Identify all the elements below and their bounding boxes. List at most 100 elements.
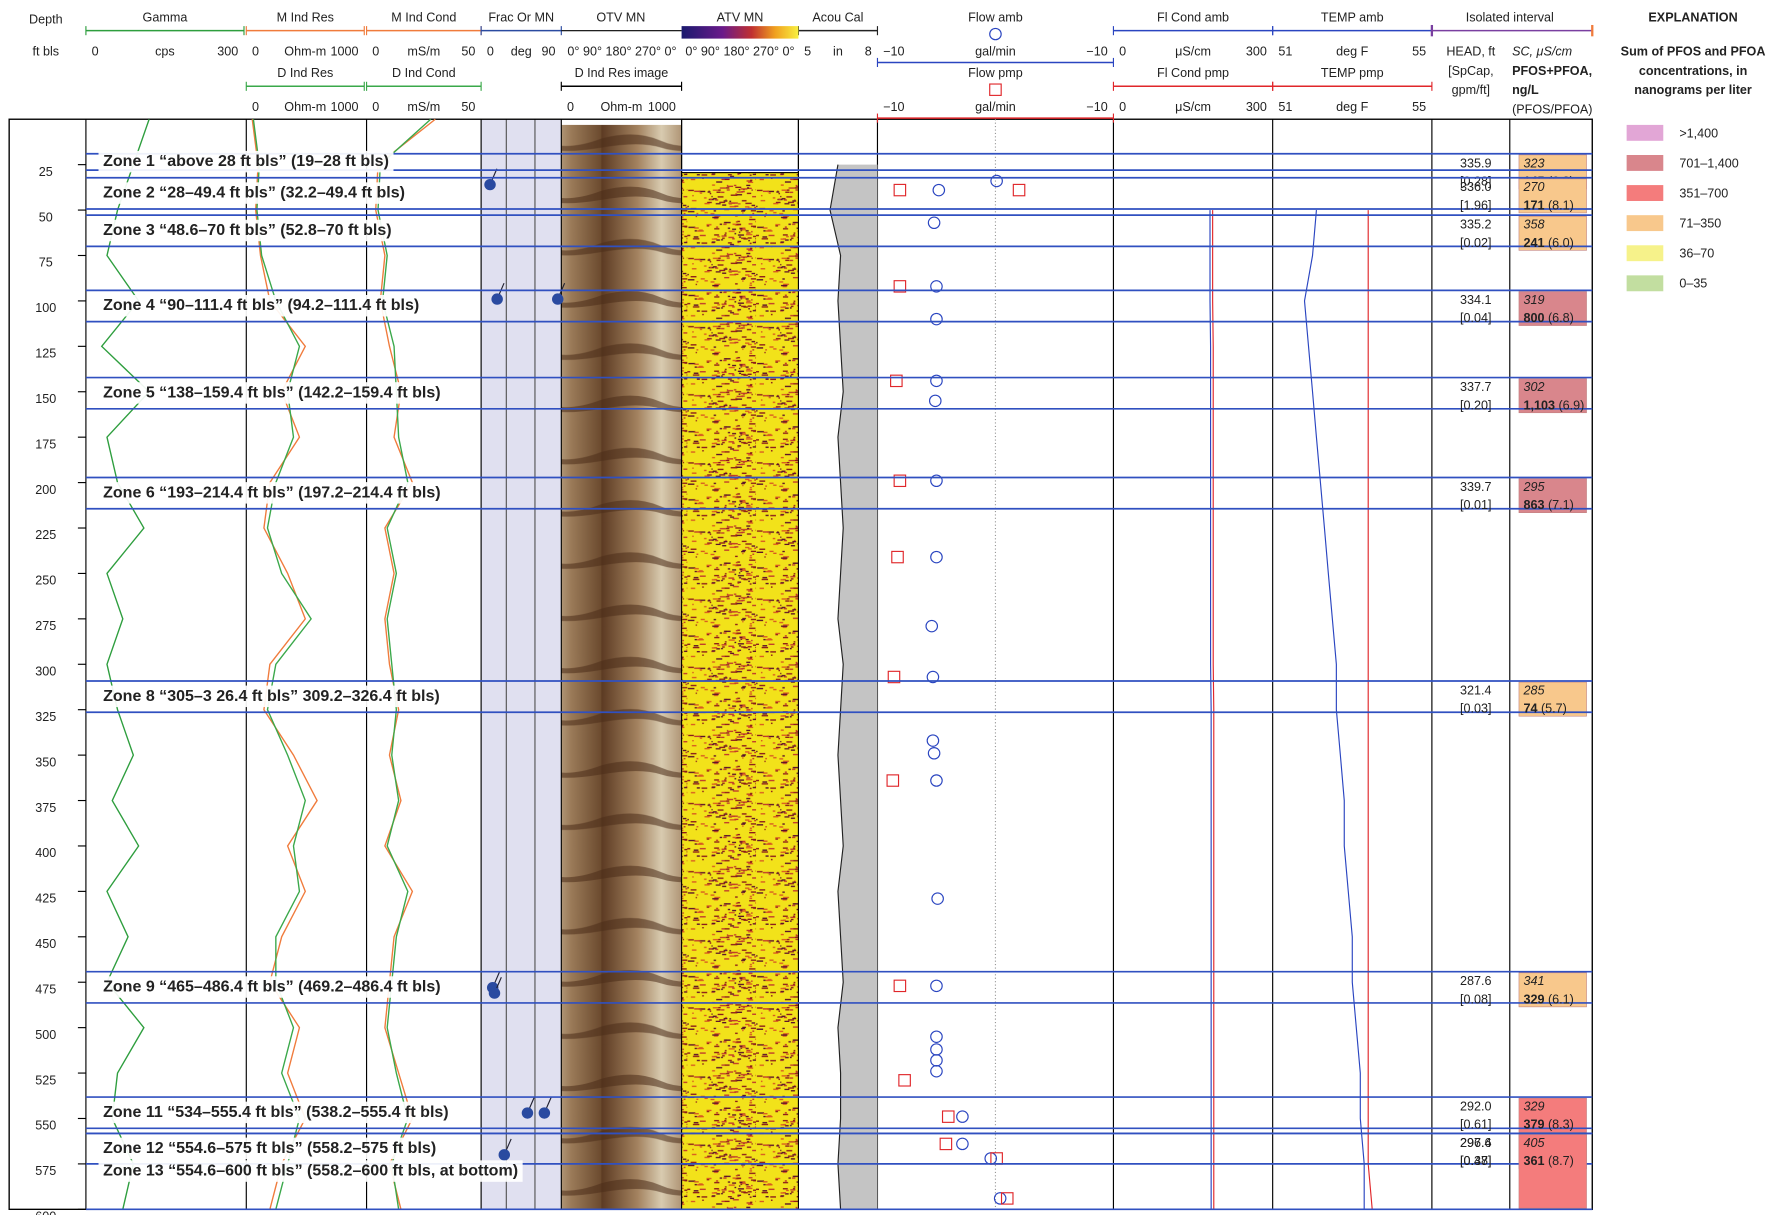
zone-label: Zone 11 “534–555.4 ft bls” (538.2–555.4 … <box>103 1104 449 1121</box>
legend-symbol <box>989 83 1002 96</box>
legend-title: EXPLANATION <box>1648 11 1737 25</box>
track-name: D Ind Res <box>277 66 333 80</box>
flow-ambient <box>930 474 943 488</box>
zone-label-bg <box>98 382 446 404</box>
interval-box <box>1518 478 1587 513</box>
sc: 302 <box>1524 380 1545 394</box>
depth-tick-label: 300 <box>35 665 56 679</box>
zone-label-bg <box>98 1101 454 1124</box>
head: 339.7 <box>1460 480 1492 494</box>
depth-tick-label: 225 <box>35 528 56 542</box>
scale-tick-label: 0 <box>1119 100 1126 114</box>
zone-label: Zone 3 “48.6–70 ft bls” (52.8–70 ft bls) <box>103 222 392 239</box>
scale-tick-label: 51 <box>1278 45 1292 59</box>
depth-tick-label: 600 <box>35 1210 56 1215</box>
otv-image <box>561 124 682 1210</box>
pfos-pfoa-sum: 1,103 <box>1524 398 1556 412</box>
track-name: Fl Cond amb <box>1157 11 1229 25</box>
track-name: Fl Cond pmp <box>1157 66 1229 80</box>
legend-swatch <box>1626 215 1664 232</box>
track-name: Gamma <box>143 11 188 25</box>
flow-pumped <box>1012 183 1026 197</box>
zone-label-bg <box>98 182 410 204</box>
zone-label-bg <box>98 1160 523 1182</box>
pfos-pfoa-ratio: (6.9) <box>1558 398 1584 412</box>
flow-ambient <box>928 394 942 408</box>
depth-tick-label: 100 <box>35 301 56 315</box>
flow-ambient <box>927 216 941 230</box>
frac-track-bg <box>481 119 562 1210</box>
scale-tick-label: 50 <box>461 45 475 59</box>
log-curve <box>829 164 844 1210</box>
scale-unit: in <box>833 45 843 59</box>
pfos-pfoa-sum: 171 <box>1524 198 1545 212</box>
legend-subtitle: concentrations, in <box>1639 64 1747 78</box>
depth-tick-label: 200 <box>35 483 56 497</box>
legend-label: 36–70 <box>1679 247 1714 261</box>
zone-label: Zone 12 “554.6–575 ft bls” (558.2–575 ft… <box>103 1140 436 1157</box>
scale-tick-label: 51 <box>1278 100 1292 114</box>
log-curve <box>1303 210 1365 1210</box>
depth-tick-label: 50 <box>39 210 53 224</box>
depth-tick-label: 75 <box>39 256 53 270</box>
spcap: [0.02] <box>1460 236 1491 250</box>
conc-header: (PFOS/PFOA) <box>1512 102 1592 116</box>
scale-tick-label: 1000 <box>331 100 359 114</box>
head: 335.2 <box>1460 218 1492 232</box>
sc: 319 <box>1524 293 1545 307</box>
pfos-pfoa-sum: 74 <box>1524 702 1538 716</box>
spcap: [0.48] <box>1460 1154 1491 1168</box>
zone-label-bg <box>98 1137 441 1160</box>
flow-ambient <box>956 1110 969 1123</box>
track-name: D Ind Res image <box>575 66 669 80</box>
scale-tick-label: 55 <box>1412 100 1426 114</box>
sc: 285 <box>1523 684 1545 698</box>
zone-label: Zone 1 “above 28 ft bls” (19–28 ft bls) <box>103 153 389 170</box>
scale-tick-label: 0 <box>567 100 574 114</box>
track-name: TEMP pmp <box>1321 66 1384 80</box>
depth-tick-label: 175 <box>35 437 56 451</box>
flow-ambient <box>956 1137 969 1151</box>
scale-unit: deg F <box>1336 100 1369 114</box>
flow-pumped <box>898 1074 911 1087</box>
flow-pumped <box>891 550 904 564</box>
scale-tick-label: 0 <box>1119 45 1126 59</box>
scale-tick-label: 5 <box>804 45 811 59</box>
track-name: ATV MN <box>717 11 764 25</box>
flow-pumped <box>939 1137 953 1151</box>
conc-header: ng/L <box>1512 83 1539 97</box>
head: 297.4 <box>1460 1136 1492 1150</box>
scale-unit: gal/min <box>975 100 1016 114</box>
scale-tick-label: 55 <box>1412 45 1426 59</box>
scale-unit: Ohm-m <box>600 100 642 114</box>
flow-ambient <box>930 1030 943 1043</box>
scale-tick-label: 300 <box>1246 100 1267 114</box>
log-curve <box>1209 210 1212 1210</box>
head: 336.0 <box>1460 180 1492 194</box>
scale-unit: deg F <box>1336 45 1369 59</box>
spcap: [0.03] <box>1460 702 1491 716</box>
scale-tick-label: 1000 <box>648 100 676 114</box>
legend-subtitle: nanograms per liter <box>1634 83 1752 97</box>
interval-box <box>1518 681 1587 717</box>
flow-pumped <box>893 183 907 197</box>
flow-ambient <box>926 734 940 747</box>
scale-unit: mS/m <box>407 100 440 114</box>
depth-tick-label: 450 <box>35 937 56 951</box>
legend-swatch <box>1626 245 1664 262</box>
legend-label: 0–35 <box>1679 277 1707 291</box>
interval-title: Isolated interval <box>1466 11 1554 25</box>
track-name: Frac Or MN <box>488 11 554 25</box>
flow-ambient <box>930 774 943 787</box>
atv-colorbar <box>681 26 799 39</box>
flow-ambient <box>990 174 1003 188</box>
interval-box <box>1518 216 1587 251</box>
scale-tick-label: 1000 <box>331 45 359 59</box>
sc: 295 <box>1523 480 1545 494</box>
depth-unit: ft bls <box>33 45 60 59</box>
track-name: OTV MN <box>596 11 645 25</box>
scale-unit: cps <box>155 45 175 59</box>
depth-tick-label: 25 <box>39 165 53 179</box>
scale-unit: mS/m <box>407 45 440 59</box>
zone-label: Zone 13 “554.6–600 ft bls” (558.2–600 ft… <box>103 1163 518 1180</box>
